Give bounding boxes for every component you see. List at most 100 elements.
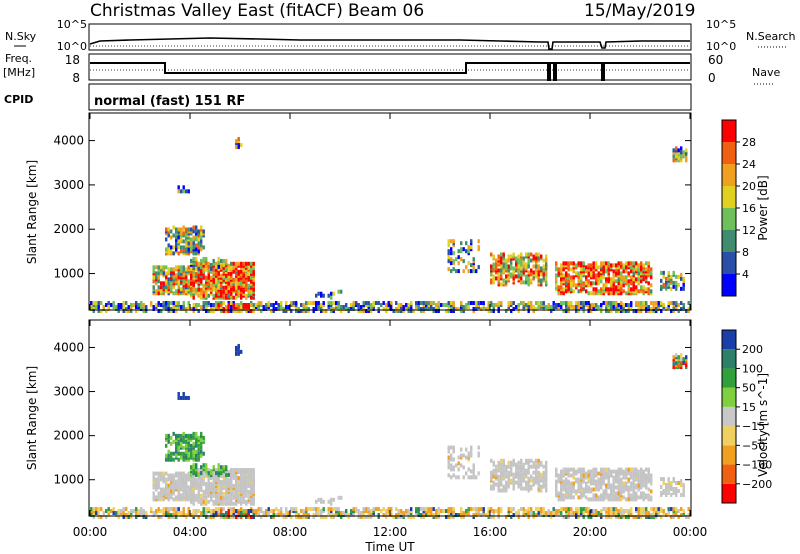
velocity-cell [190, 473, 193, 478]
velocity-cell [297, 513, 300, 518]
power-cell [570, 301, 573, 306]
power-cell [242, 261, 245, 266]
power-cell [535, 307, 538, 312]
power-cell [167, 233, 170, 238]
power-cell [497, 301, 500, 306]
power-cell [545, 280, 548, 285]
velocity-cell [620, 467, 623, 472]
velocity-cell [210, 469, 213, 474]
power-cell [182, 301, 185, 306]
velocity-cell [187, 395, 190, 400]
power-cell [450, 301, 453, 306]
velocity-cell [537, 458, 540, 463]
velocity-cell [202, 499, 205, 504]
velocity-cell [582, 473, 585, 478]
velocity-cell [625, 509, 628, 514]
velocity-cell [647, 493, 650, 498]
power-cell [167, 243, 170, 248]
velocity-cell [197, 499, 200, 504]
power-cell [257, 301, 260, 306]
velocity-cell [642, 469, 645, 474]
velocity-cell [617, 487, 620, 492]
velocity-cell [202, 451, 205, 456]
velocity-cell [215, 507, 218, 512]
velocity-cell [170, 451, 173, 456]
velocity-cell [617, 513, 620, 518]
power-cell [192, 235, 195, 240]
velocity-cell [210, 509, 213, 514]
velocity-cell [460, 507, 463, 512]
power-cell [357, 307, 360, 312]
velocity-cell [237, 511, 240, 516]
power-cell [420, 301, 423, 306]
velocity-cell [142, 509, 145, 514]
power-cell [522, 260, 525, 265]
velocity-cell [95, 511, 98, 516]
velocity-cell [332, 497, 335, 502]
velocity-cell [515, 480, 518, 485]
power-cell [235, 277, 238, 282]
velocity-cell [450, 507, 453, 512]
power-cell [667, 282, 670, 287]
velocity-cell [202, 489, 205, 494]
velocity-cell [597, 487, 600, 492]
velocity-cell [465, 447, 468, 452]
velocity-cell [562, 479, 565, 484]
power-cell [247, 271, 250, 276]
power-cell [617, 285, 620, 290]
power-cell [200, 287, 203, 292]
velocity-cell [105, 515, 108, 519]
velocity-cell [337, 511, 340, 516]
power-cell [580, 279, 583, 284]
velocity-cell [177, 391, 180, 396]
velocity-cell [182, 507, 185, 512]
velocity-cell [117, 509, 120, 514]
velocity-cell [135, 507, 138, 512]
power-cell [570, 283, 573, 288]
velocity-cell [500, 470, 503, 475]
velocity-cell [612, 469, 615, 474]
power-cell [680, 150, 683, 155]
velocity-cell [195, 509, 198, 514]
velocity-cell [497, 507, 500, 512]
velocity-cell [312, 507, 315, 512]
velocity-cell [607, 507, 610, 512]
power-cell [592, 307, 595, 312]
velocity-cell [225, 465, 228, 470]
velocity-cell [592, 497, 595, 502]
power-ytick-label: 4000 [53, 134, 84, 148]
velocity-cell [585, 481, 588, 486]
velocity-cell [567, 515, 570, 519]
velocity-cell [615, 469, 618, 474]
power-cell [165, 227, 168, 232]
velocity-cell [230, 468, 233, 473]
velocity-cell [460, 463, 463, 468]
power-cell [215, 301, 218, 306]
velocity-cell [220, 479, 223, 484]
power-cell [197, 293, 200, 298]
velocity-cell [170, 513, 173, 518]
power-cell [490, 264, 493, 269]
velocity-cell [642, 507, 645, 512]
velocity-cell [617, 477, 620, 482]
velocity-cell [577, 477, 580, 482]
power-cell [685, 148, 688, 153]
velocity-cell [605, 471, 608, 476]
power-cell [177, 227, 180, 232]
velocity-cell [225, 511, 228, 516]
power-cell [500, 260, 503, 265]
power-cell [527, 305, 530, 310]
power-cell [450, 239, 453, 244]
power-cell [227, 303, 230, 308]
power-cell [562, 261, 565, 266]
velocity-cell [180, 455, 183, 460]
velocity-cell [557, 473, 560, 478]
power-cell [202, 307, 205, 312]
velocity-cell [215, 473, 218, 478]
velocity-cell [565, 487, 568, 492]
velocity-cell [495, 472, 498, 477]
velocity-cell [230, 511, 233, 516]
power-cell [647, 269, 650, 274]
power-cell [665, 280, 668, 285]
power-cell [247, 303, 250, 308]
